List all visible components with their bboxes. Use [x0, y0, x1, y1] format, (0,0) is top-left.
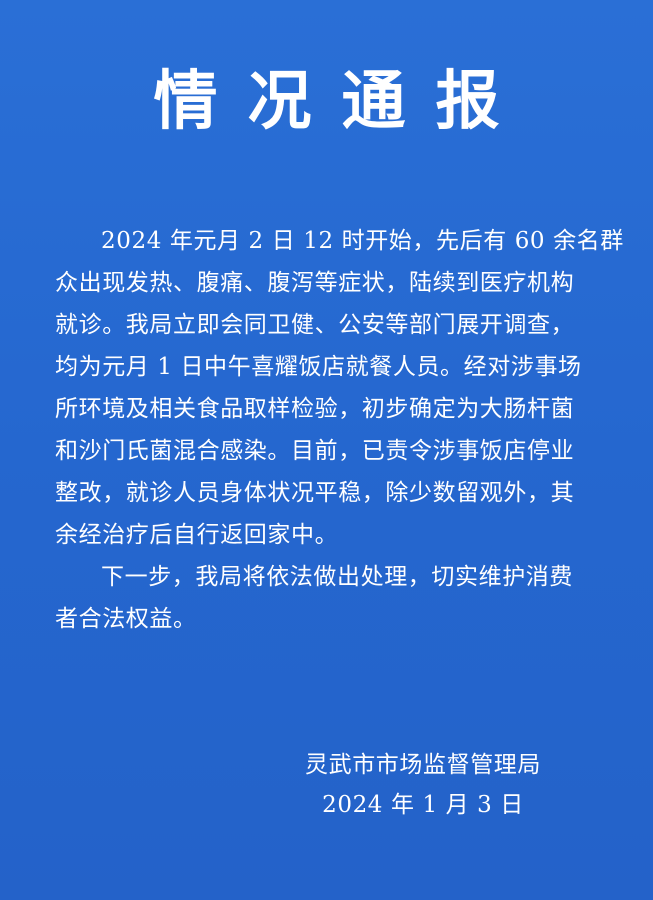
notice-title: 情况通报: [153, 65, 530, 139]
issue-date: 2024 年 1 月 3 日: [322, 792, 524, 818]
paragraph-line: 下一步，我局将依法做出处理，切实维护消费: [101, 564, 573, 590]
paragraph-line: 和沙门氏菌混合感染。目前，已责令涉事饭店停业: [55, 438, 575, 464]
paragraph-line: 2024 年元月 2 日 12 时开始，先后有 60 余名群: [101, 228, 624, 254]
issuer-name: 灵武市市场监督管理局: [305, 752, 541, 778]
paragraph-line: 就诊。我局立即会同卫健、公安等部门展开调查，: [55, 312, 575, 338]
paragraph-line: 者合法权益。: [55, 606, 197, 632]
paragraph-line: 均为元月 1 日中午喜耀饭店就餐人员。经对涉事场: [55, 354, 582, 380]
paragraph-line: 余经治疗后自行返回家中。: [55, 522, 339, 548]
paragraph-line: 整改，就诊人员身体状况平稳，除少数留观外，其: [55, 480, 575, 506]
notice-body: 2024 年元月 2 日 12 时开始，先后有 60 余名群 众出现发热、腹痛、…: [55, 220, 624, 640]
paragraph-line: 众出现发热、腹痛、腹泻等症状，陆续到医疗机构: [55, 270, 575, 296]
paragraph-line: 所环境及相关食品取样检验，初步确定为大肠杆菌: [55, 396, 575, 422]
signature-block: 灵武市市场监督管理局 2024 年 1 月 3 日: [293, 745, 553, 825]
